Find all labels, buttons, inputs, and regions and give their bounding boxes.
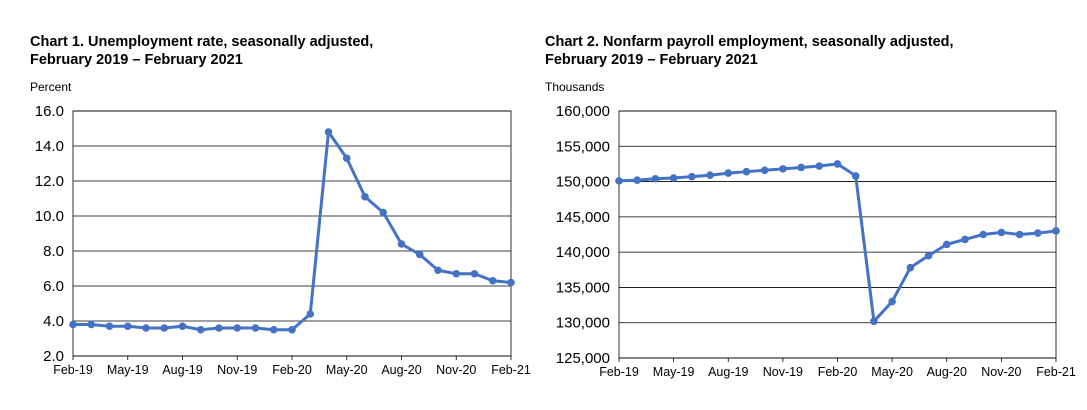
chart2-y-axis-label: Thousands — [545, 80, 604, 94]
chart2-x-tick-label: Feb-21 — [1036, 365, 1076, 379]
chart2-data-point — [870, 317, 878, 326]
chart2-data-point — [851, 172, 860, 180]
chart2-x-tick-label: Nov-19 — [763, 365, 803, 379]
chart1-y-tick-label: 10.0 — [35, 208, 64, 225]
chart2-data-point — [815, 162, 824, 170]
chart2-data-point — [633, 176, 642, 184]
chart1-data-point — [87, 320, 96, 329]
chart1-series-line — [73, 130, 512, 332]
chart2-data-point — [706, 171, 714, 180]
chart1-data-point — [142, 324, 150, 332]
chart1-data-point — [123, 322, 132, 331]
chart1-data-point — [215, 324, 223, 332]
chart2-data-point — [615, 177, 623, 185]
chart1-x-tick-label: Feb-20 — [272, 363, 312, 377]
chart1-y-tick-label: 16.0 — [35, 103, 64, 120]
chart1-x-tick-label: Feb-21 — [491, 363, 531, 377]
chart1-data-point — [69, 320, 77, 329]
chart2-data-point — [742, 167, 751, 176]
chart2-x-tick-label: Feb-20 — [818, 365, 858, 379]
chart1-data-point — [306, 310, 315, 318]
chart1-data-point — [452, 269, 461, 278]
chart2-x-tick-label: Nov-20 — [981, 365, 1021, 379]
chart2-y-tick-label: 150,000 — [556, 174, 610, 191]
chart2-data-point — [779, 165, 787, 173]
chart1-data-point — [251, 324, 260, 332]
chart2-data-point — [906, 263, 915, 272]
chart2-x-tick-label: Aug-20 — [927, 365, 967, 379]
chart1-data-point — [434, 266, 442, 275]
chart2-data-point — [797, 163, 805, 172]
chart2-x-tick-label: May-20 — [871, 365, 913, 379]
chart1-data-point — [415, 250, 424, 259]
chart1-data-point — [397, 240, 406, 248]
chart1-title-line1: Chart 1. Unemployment rate, seasonally a… — [30, 34, 373, 50]
chart1-plot-area — [72, 110, 512, 357]
chart2-data-point — [1015, 230, 1024, 239]
chart2-x-tick-label: Aug-19 — [708, 365, 748, 379]
chart1-y-axis-label: Percent — [30, 80, 72, 94]
chart2-data-point — [997, 228, 1006, 237]
chart2-y-tick-label: 140,000 — [556, 244, 610, 261]
chart2-title-line2: February 2019 – February 2021 — [545, 52, 758, 68]
chart1-title-line2: February 2019 – February 2021 — [30, 52, 243, 68]
chart1-data-point — [178, 322, 187, 331]
chart2-x-tick-label: May-19 — [653, 365, 695, 379]
chart2-y-tick-label: 145,000 — [556, 209, 610, 226]
chart1-data-point — [105, 322, 114, 331]
chart2-data-point — [724, 169, 733, 177]
chart1-data-point — [160, 324, 169, 332]
chart1-x-tick-label: May-20 — [326, 363, 368, 377]
chart1-x-tick-label: Nov-19 — [217, 363, 257, 377]
chart2-title-line1: Chart 2. Nonfarm payroll employment, sea… — [545, 34, 954, 50]
chart1-y-tick-label: 4.0 — [43, 313, 64, 330]
chart1-data-point — [507, 278, 515, 287]
chart1-data-point — [288, 325, 296, 334]
chart2-x-tick-label: Feb-19 — [599, 365, 639, 379]
chart2-data-point — [833, 160, 842, 168]
chart1-y-tick-label: 6.0 — [43, 278, 64, 295]
chart2-data-point — [651, 174, 660, 183]
chart1-data-point — [488, 276, 497, 285]
chart1-y-tick-label: 14.0 — [35, 138, 64, 155]
chart1-y-tick-label: 12.0 — [35, 173, 64, 190]
chart1-data-point — [470, 269, 479, 278]
chart2-data-point — [760, 166, 769, 175]
chart1-y-tick-label: 8.0 — [43, 243, 64, 260]
chart1-x-tick-label: Feb-19 — [53, 363, 93, 377]
chart2-data-point — [979, 230, 987, 239]
chart2-y-tick-label: 130,000 — [556, 315, 610, 332]
chart2-series-line — [618, 162, 1057, 323]
chart1-x-tick-label: Aug-19 — [162, 363, 202, 377]
chart2-data-point — [924, 251, 933, 260]
chart1-data-point — [324, 128, 333, 136]
chart1-x-tick-label: Aug-20 — [381, 363, 421, 377]
chart2-data-point — [961, 235, 969, 244]
chart2-data-point — [888, 297, 896, 306]
chart2-y-tick-label: 135,000 — [556, 279, 610, 296]
chart2-data-point — [669, 174, 678, 182]
chart1-data-point — [361, 192, 369, 201]
chart2-data-point — [942, 240, 951, 249]
chart1-data-point — [233, 324, 242, 332]
chart2-y-tick-label: 160,000 — [556, 103, 610, 120]
chart2-y-tick-label: 125,000 — [556, 350, 610, 367]
chart2-data-point — [1052, 227, 1060, 235]
chart1-data-point — [269, 325, 278, 334]
chart1-x-tick-label: Nov-20 — [436, 363, 476, 377]
chart2-data-point — [688, 172, 696, 181]
chart2-data-point — [1033, 229, 1042, 237]
chart1-x-tick-label: May-19 — [107, 363, 149, 377]
chart1-data-point — [379, 208, 388, 217]
chart1-data-point — [342, 154, 351, 163]
chart2-y-tick-label: 155,000 — [556, 138, 610, 155]
chart1-data-point — [196, 325, 205, 334]
chart1-y-tick-label: 2.0 — [43, 348, 64, 365]
